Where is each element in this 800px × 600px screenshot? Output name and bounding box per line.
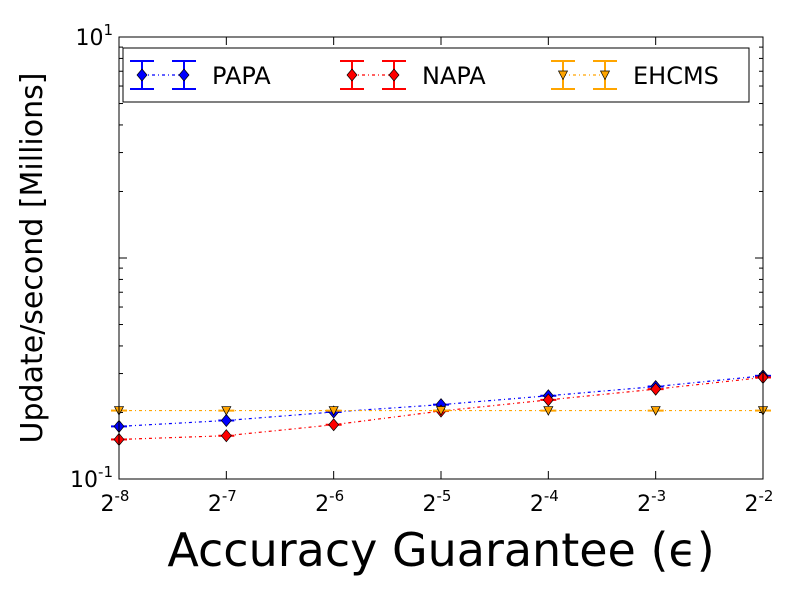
x-tick-label: 2-7 — [208, 487, 237, 517]
data-point — [328, 418, 340, 432]
y-axis-label: Update/second [Millions] — [15, 73, 50, 444]
data-point — [346, 68, 358, 82]
data-point — [136, 68, 148, 82]
legend-entry-napa: NAPA — [340, 60, 486, 90]
x-tick-label: 2-8 — [101, 487, 130, 517]
data-point — [435, 406, 447, 416]
data-point — [557, 70, 569, 81]
x-tick-label: 2-3 — [637, 487, 666, 517]
data-point — [220, 413, 232, 428]
x-axis-label: Accuracy Guarantee (ϵ) — [167, 523, 714, 577]
y-tick-label: 10-1 — [70, 463, 113, 493]
data-point — [542, 393, 554, 407]
series-layer — [111, 369, 771, 446]
tick-labels: 2-8 2-7 2-6 2-5 2-4 2-3 2-2 10-1 101 — [70, 21, 773, 517]
plot-frame — [118, 36, 764, 480]
data-point — [388, 68, 400, 82]
series-ehcms — [111, 406, 771, 416]
x-tick-label: 2-2 — [745, 487, 774, 517]
data-point — [650, 382, 662, 396]
legend-label: PAPA — [212, 62, 271, 90]
data-point — [328, 406, 339, 416]
legend-label: EHCMS — [633, 62, 719, 90]
x-tick-label: 2-4 — [530, 487, 559, 517]
x-tick-label: 2-5 — [423, 487, 452, 517]
legend: PAPA NAPA EHCMS — [122, 47, 750, 103]
data-point — [221, 406, 232, 416]
legend-label: NAPA — [422, 62, 486, 90]
data-point — [650, 406, 661, 416]
data-point — [220, 429, 232, 443]
data-point — [178, 68, 190, 82]
data-point — [599, 70, 611, 81]
legend-entry-ehcms: EHCMS — [551, 60, 719, 90]
y-tick-label: 101 — [75, 21, 113, 51]
legend-box — [122, 47, 750, 103]
x-tick-label: 2-6 — [315, 487, 344, 517]
data-point — [543, 406, 554, 416]
legend-entry-papa: PAPA — [130, 60, 271, 90]
